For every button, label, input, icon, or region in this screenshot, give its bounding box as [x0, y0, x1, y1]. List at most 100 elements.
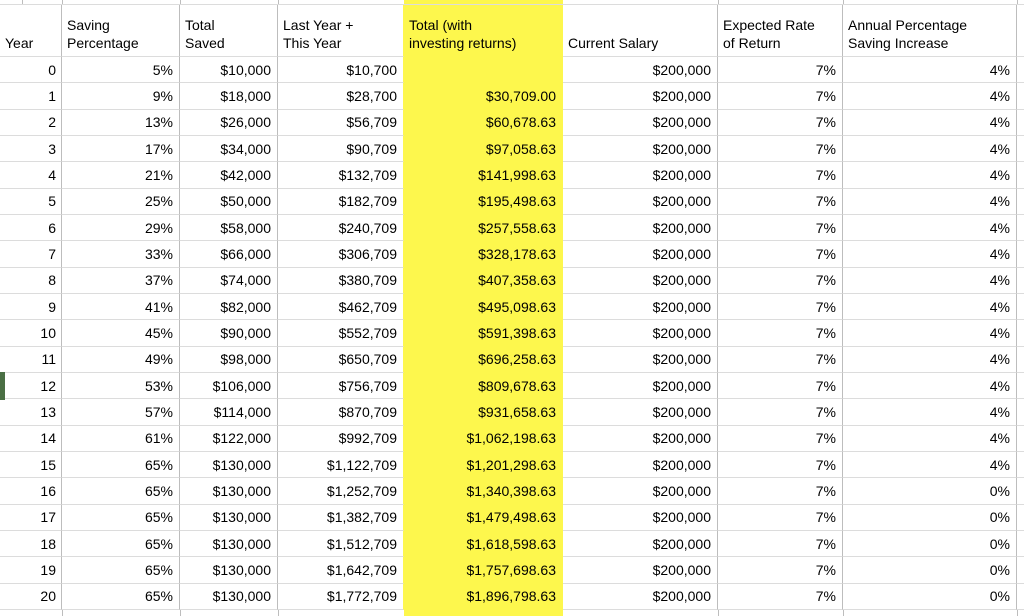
cell[interactable]: $240,709	[278, 214, 404, 242]
cell[interactable]: 2	[0, 109, 62, 136]
cell[interactable]: $407,358.63	[404, 267, 563, 294]
cell[interactable]: 4%	[843, 214, 1017, 242]
cell[interactable]: 61%	[62, 425, 180, 452]
cell[interactable]: $90,709	[278, 135, 404, 163]
cell[interactable]: 53%	[62, 372, 180, 400]
cell[interactable]: 65%	[62, 504, 180, 531]
cell[interactable]: $60,678.63	[404, 109, 563, 136]
cell[interactable]: $462,709	[278, 293, 404, 321]
cell[interactable]: $42,000	[180, 162, 278, 189]
cell[interactable]: $931,658.63	[404, 399, 563, 426]
cell[interactable]: 7%	[718, 399, 843, 426]
cell[interactable]: $200,000	[563, 293, 718, 321]
cell[interactable]: $90,000	[180, 320, 278, 347]
cell[interactable]: 15	[0, 451, 62, 479]
cell[interactable]: $1,479,498.63	[404, 504, 563, 531]
cell[interactable]: 9	[0, 293, 62, 321]
cell[interactable]: 4%	[843, 451, 1017, 479]
cell[interactable]: 37%	[62, 267, 180, 294]
cell[interactable]: $58,000	[180, 214, 278, 242]
cell[interactable]: $992,709	[278, 425, 404, 452]
cell[interactable]: 7%	[718, 162, 843, 189]
cell[interactable]: $1,062,198.63	[404, 425, 563, 452]
cell[interactable]: $28,700	[278, 83, 404, 110]
column-header-saving-percentage[interactable]: Saving Percentage	[62, 5, 180, 57]
cell[interactable]: 65%	[62, 451, 180, 479]
column-header-total-with-investing-returns[interactable]: Total (with investing returns)	[404, 5, 563, 57]
cell[interactable]: $195,498.63	[404, 188, 563, 215]
cell[interactable]: 7%	[718, 346, 843, 373]
cell[interactable]: 5%	[62, 57, 180, 84]
cell[interactable]: 21%	[62, 162, 180, 189]
cell[interactable]: $200,000	[563, 109, 718, 136]
column-header-annual-percentage-saving-increase[interactable]: Annual Percentage Saving Increase	[843, 5, 1017, 57]
cell[interactable]: 6	[0, 214, 62, 242]
cell[interactable]: $200,000	[563, 557, 718, 584]
cell[interactable]: $200,000	[563, 267, 718, 294]
cell[interactable]: $200,000	[563, 372, 718, 400]
cell[interactable]: 4%	[843, 399, 1017, 426]
cell[interactable]: 4%	[843, 109, 1017, 136]
cell[interactable]: 0%	[843, 583, 1017, 610]
cell[interactable]: 1	[0, 83, 62, 110]
cell[interactable]: 3	[0, 135, 62, 163]
cell[interactable]: $650,709	[278, 346, 404, 373]
cell[interactable]: $200,000	[563, 188, 718, 215]
cell[interactable]: 7%	[718, 214, 843, 242]
cell[interactable]: $97,058.63	[404, 135, 563, 163]
cell[interactable]: 19	[0, 557, 62, 584]
cell[interactable]: 0	[0, 57, 62, 84]
cell[interactable]: $56,709	[278, 109, 404, 136]
cell[interactable]: 0%	[843, 504, 1017, 531]
cell[interactable]: 4%	[843, 135, 1017, 163]
cell[interactable]: 29%	[62, 214, 180, 242]
cell[interactable]: $1,252,709	[278, 478, 404, 505]
cell[interactable]: 7%	[718, 530, 843, 558]
cell[interactable]: $10,700	[278, 57, 404, 84]
cell[interactable]: $18,000	[180, 83, 278, 110]
cell[interactable]: $30,709.00	[404, 83, 563, 110]
cell[interactable]: 16	[0, 478, 62, 505]
cell[interactable]: 4%	[843, 320, 1017, 347]
cell[interactable]: $132,709	[278, 162, 404, 189]
cell[interactable]: 0%	[843, 557, 1017, 584]
cell[interactable]: $98,000	[180, 346, 278, 373]
cell[interactable]: 18	[0, 530, 62, 558]
cell[interactable]: $200,000	[563, 583, 718, 610]
cell[interactable]: 7%	[718, 267, 843, 294]
cell[interactable]: 13	[0, 399, 62, 426]
cell[interactable]: $34,000	[180, 135, 278, 163]
cell[interactable]: $200,000	[563, 425, 718, 452]
cell[interactable]: $328,178.63	[404, 241, 563, 268]
column-header-year[interactable]: Year	[0, 5, 62, 57]
cell[interactable]: 8	[0, 267, 62, 294]
cell[interactable]: $809,678.63	[404, 372, 563, 400]
cell[interactable]: 7%	[718, 583, 843, 610]
cell[interactable]: $200,000	[563, 57, 718, 84]
cell[interactable]: $182,709	[278, 188, 404, 215]
cell[interactable]	[404, 57, 563, 84]
cell[interactable]: 33%	[62, 241, 180, 268]
cell[interactable]: $114,000	[180, 399, 278, 426]
cell[interactable]: $1,618,598.63	[404, 530, 563, 558]
column-header-total-saved[interactable]: Total Saved	[180, 5, 278, 57]
cell[interactable]: $130,000	[180, 478, 278, 505]
cell[interactable]: $756,709	[278, 372, 404, 400]
cell[interactable]: $200,000	[563, 320, 718, 347]
cell[interactable]: 17	[0, 504, 62, 531]
column-header-expected-rate-of-return[interactable]: Expected Rate of Return	[718, 5, 843, 57]
cell[interactable]: $1,340,398.63	[404, 478, 563, 505]
cell[interactable]: $495,098.63	[404, 293, 563, 321]
cell[interactable]: 4%	[843, 57, 1017, 84]
cell[interactable]: $200,000	[563, 478, 718, 505]
cell[interactable]: $1,757,698.63	[404, 557, 563, 584]
cell[interactable]: $200,000	[563, 530, 718, 558]
cell[interactable]: $696,258.63	[404, 346, 563, 373]
column-header-current-salary[interactable]: Current Salary	[563, 5, 718, 57]
cell[interactable]: $380,709	[278, 267, 404, 294]
cell[interactable]: $200,000	[563, 346, 718, 373]
cell[interactable]: $26,000	[180, 109, 278, 136]
cell[interactable]: 11	[0, 346, 62, 373]
cell[interactable]: $10,000	[180, 57, 278, 84]
cell[interactable]: $1,772,709	[278, 583, 404, 610]
